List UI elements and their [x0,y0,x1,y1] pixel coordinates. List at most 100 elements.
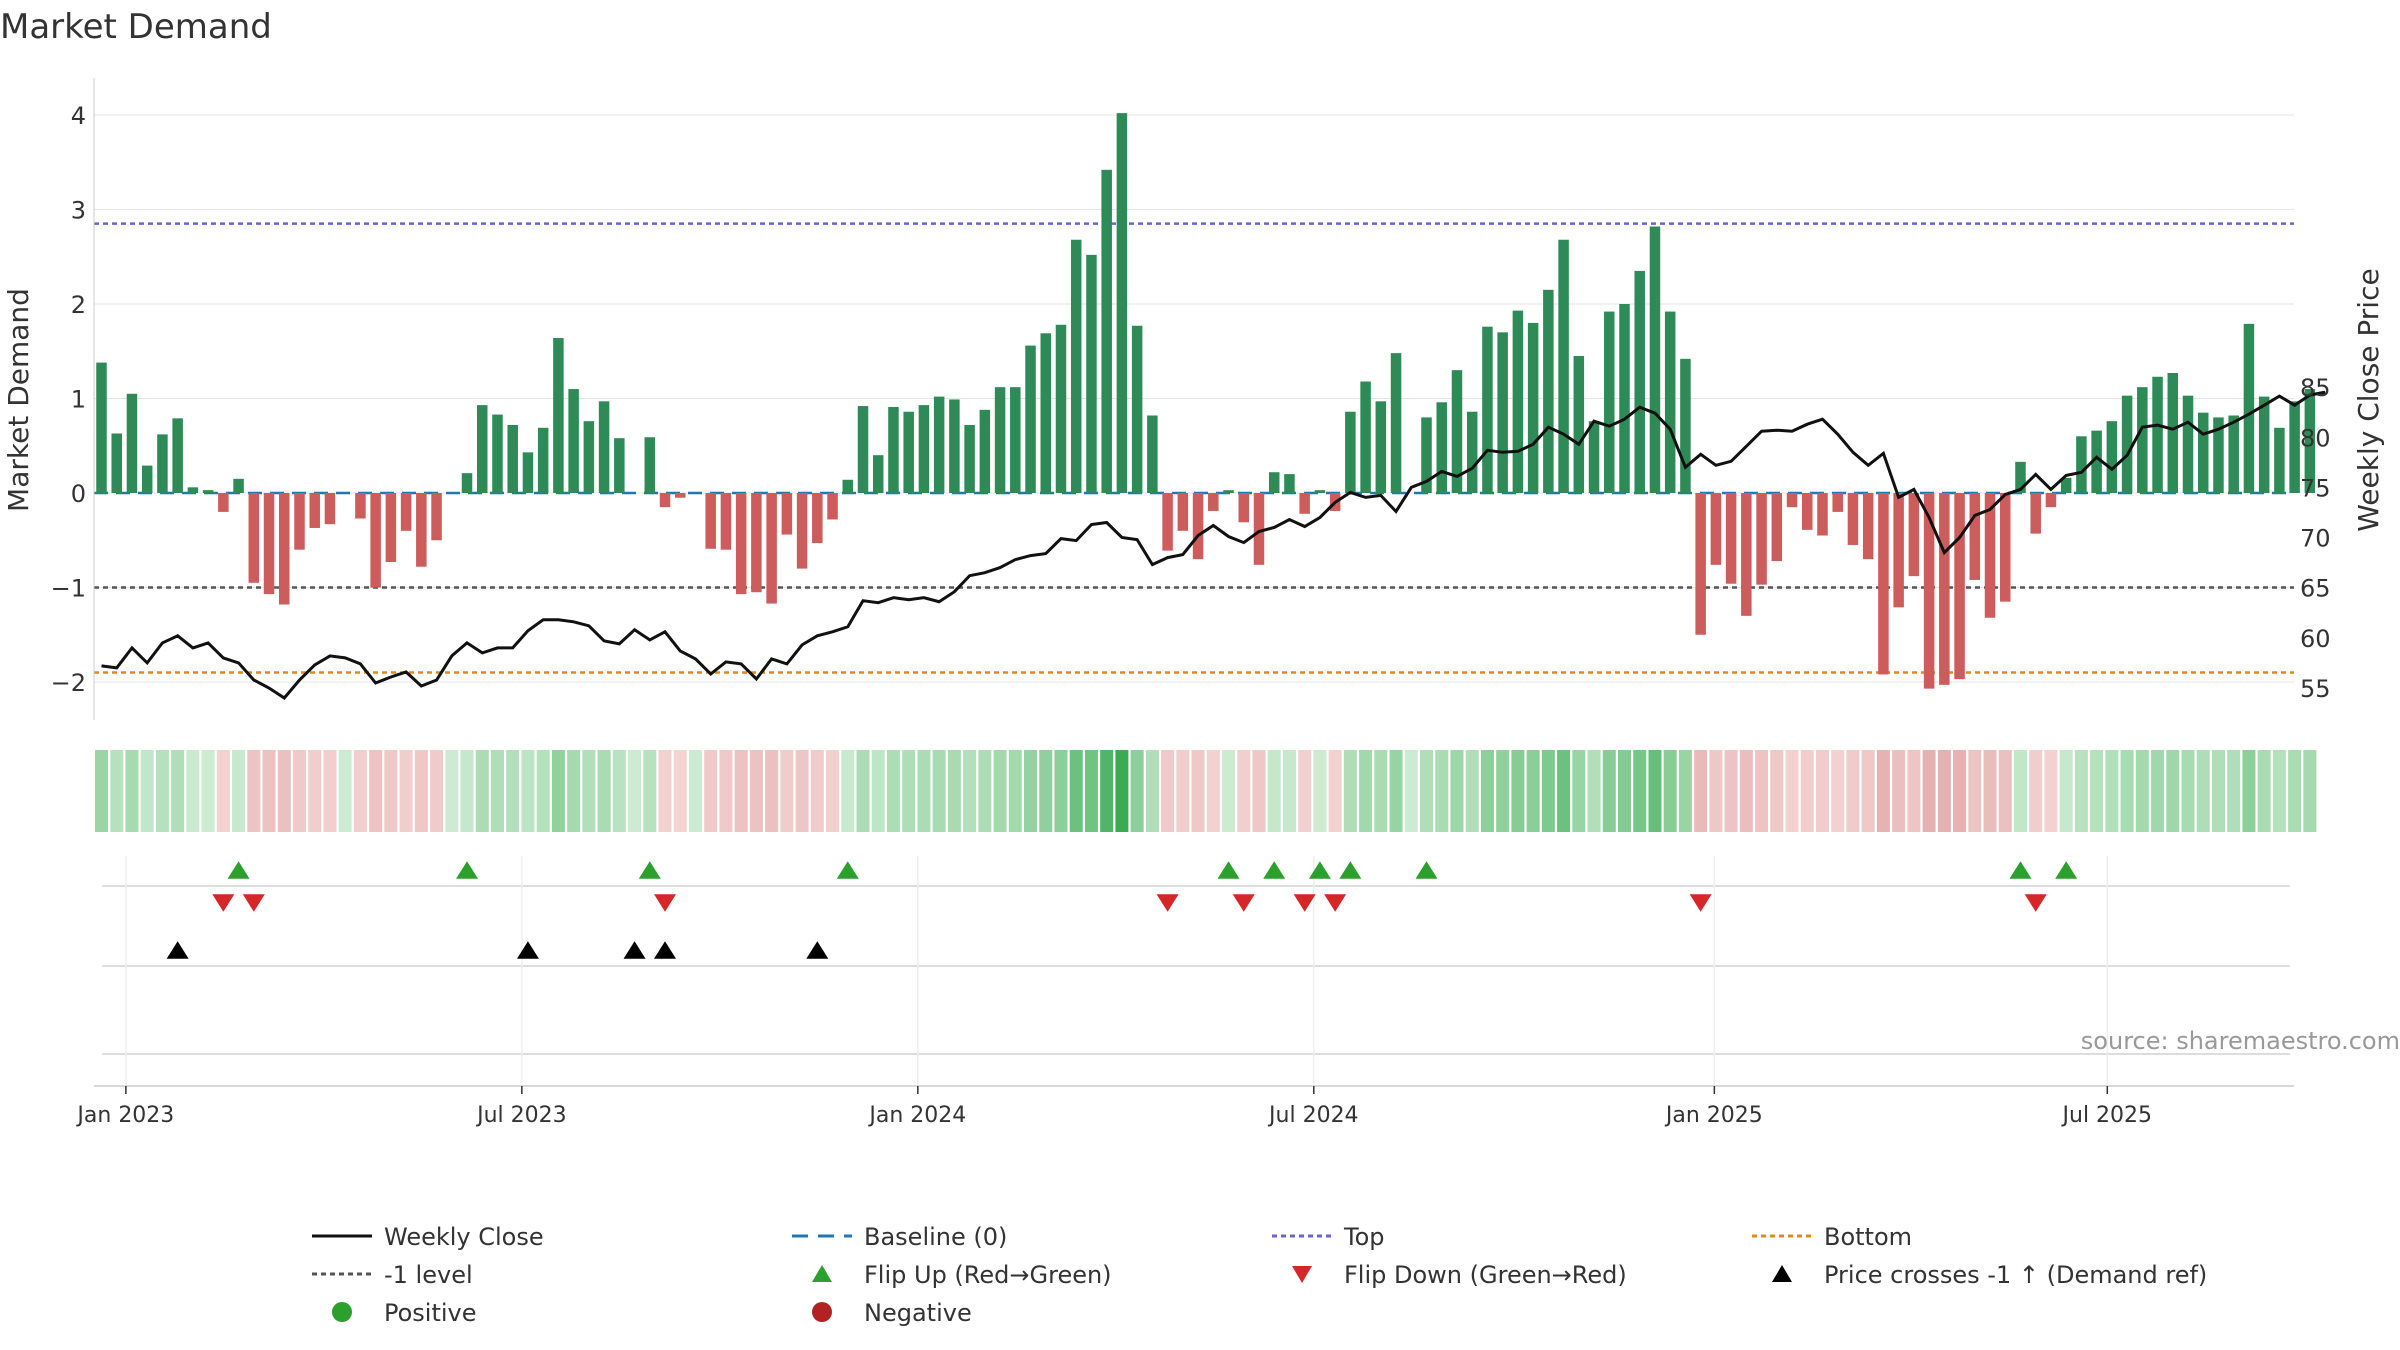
legend-item: Positive [332,1299,477,1327]
strip-cell [110,750,124,832]
flip-up-marker [1339,861,1362,879]
flip-down-marker [212,894,235,912]
strip-cell [826,750,840,832]
strip-cell [2181,750,2195,832]
positive-bar [568,389,579,493]
flip-up-marker [1217,861,1240,879]
negative-bar [2000,493,2011,602]
strip-cell [1861,750,1875,832]
strip-cell [1892,750,1906,832]
positive-bar [979,409,991,493]
strip-cell [1343,750,1357,832]
negative-bar [751,493,762,593]
negative-bar [309,493,320,528]
signal-markers [102,856,2290,1085]
strip-cell [2074,750,2088,832]
positive-bar [888,407,899,493]
positive-bar [1131,325,1143,493]
positive-bar [1421,417,1432,493]
positive-bar [2258,396,2270,493]
strip-cell [1465,750,1479,832]
strip-cell [902,750,916,832]
legend-swatch [812,1302,832,1322]
strip-cell [673,750,687,832]
positive-bar [903,411,914,493]
strip-cell [1511,750,1525,832]
positive-bar [2167,372,2179,493]
flip-down-marker [242,894,265,912]
positive-bar [141,465,153,493]
negative-bar [294,493,305,550]
positive-bar [644,437,656,493]
positive-bar [1223,490,1234,493]
strip-cell [1724,750,1738,832]
strip-cell [445,750,459,832]
strip-cell [658,750,672,832]
strip-cell [2059,750,2073,832]
positive-bar [2243,323,2255,493]
strip-cell [1907,750,1921,832]
positive-bar [1040,333,1052,493]
strip-cell [551,750,565,832]
positive-bar [2213,417,2224,493]
positive-bar [553,338,564,493]
y-tick-label-right: 85 [2300,374,2331,402]
positive-bar [477,405,488,493]
strip-cell [765,750,779,832]
flip-down-marker [1689,894,1712,912]
positive-bar [157,434,168,493]
strip-cell [963,750,977,832]
price-cross-marker [516,941,539,959]
strip-cell [1739,750,1753,832]
strip-cell [1983,750,1997,832]
strip-cell [384,750,398,832]
positive-bar [1543,289,1554,493]
strip-cell [1450,750,1464,832]
strip-cell [1115,750,1129,832]
strip-cell [1755,750,1769,832]
positive-bar [2091,430,2102,493]
positive-bar [872,455,884,493]
strip-cell [171,750,185,832]
positive-bar [1466,411,1478,493]
strip-cell [1191,750,1205,832]
y-tick-label-left: 4 [71,102,86,130]
positive-bar [918,405,930,493]
strip-cell [1145,750,1159,832]
positive-bar [857,406,869,493]
negative-bar [385,493,397,562]
legend-item: Flip Up (Red→Green) [812,1261,1112,1289]
strip-cell [490,750,504,832]
strip-cell [536,750,550,832]
strip-cell [582,750,596,832]
strip-cell [1678,750,1692,832]
strip-cell [353,750,367,832]
negative-bar [796,493,808,569]
strip-cell [2196,750,2210,832]
strip-cell [841,750,855,832]
strip-cell [1587,750,1601,832]
positive-bar [964,424,975,493]
strip-cell [2013,750,2027,832]
strip-cell [2257,750,2271,832]
legend-item: Price crosses -1 ↑ (Demand ref) [1772,1261,2207,1289]
positive-bar [1436,402,1447,493]
legend-swatch [812,1265,832,1282]
positive-bar [1116,113,1128,494]
positive-bar [1649,226,1661,493]
strip-cell [1039,750,1053,832]
positive-bar [1619,304,1630,493]
strip-cell [1480,750,1494,832]
flip-down-marker [1293,894,1316,912]
positive-bar [96,362,107,493]
y-tick-label-left: −2 [51,669,86,697]
positive-bar [842,479,854,493]
axes: 4 3 2 1 0 −1 −2 85 80 75 70 65 60 55 [51,78,2331,720]
positive-bar [1558,239,1569,493]
strip-cell [993,750,1007,832]
chart-title: Market Demand [0,7,272,47]
strip-cell [460,750,474,832]
strip-cell [1709,750,1723,832]
negative-bar [1177,493,1189,531]
strip-cell [917,750,931,832]
